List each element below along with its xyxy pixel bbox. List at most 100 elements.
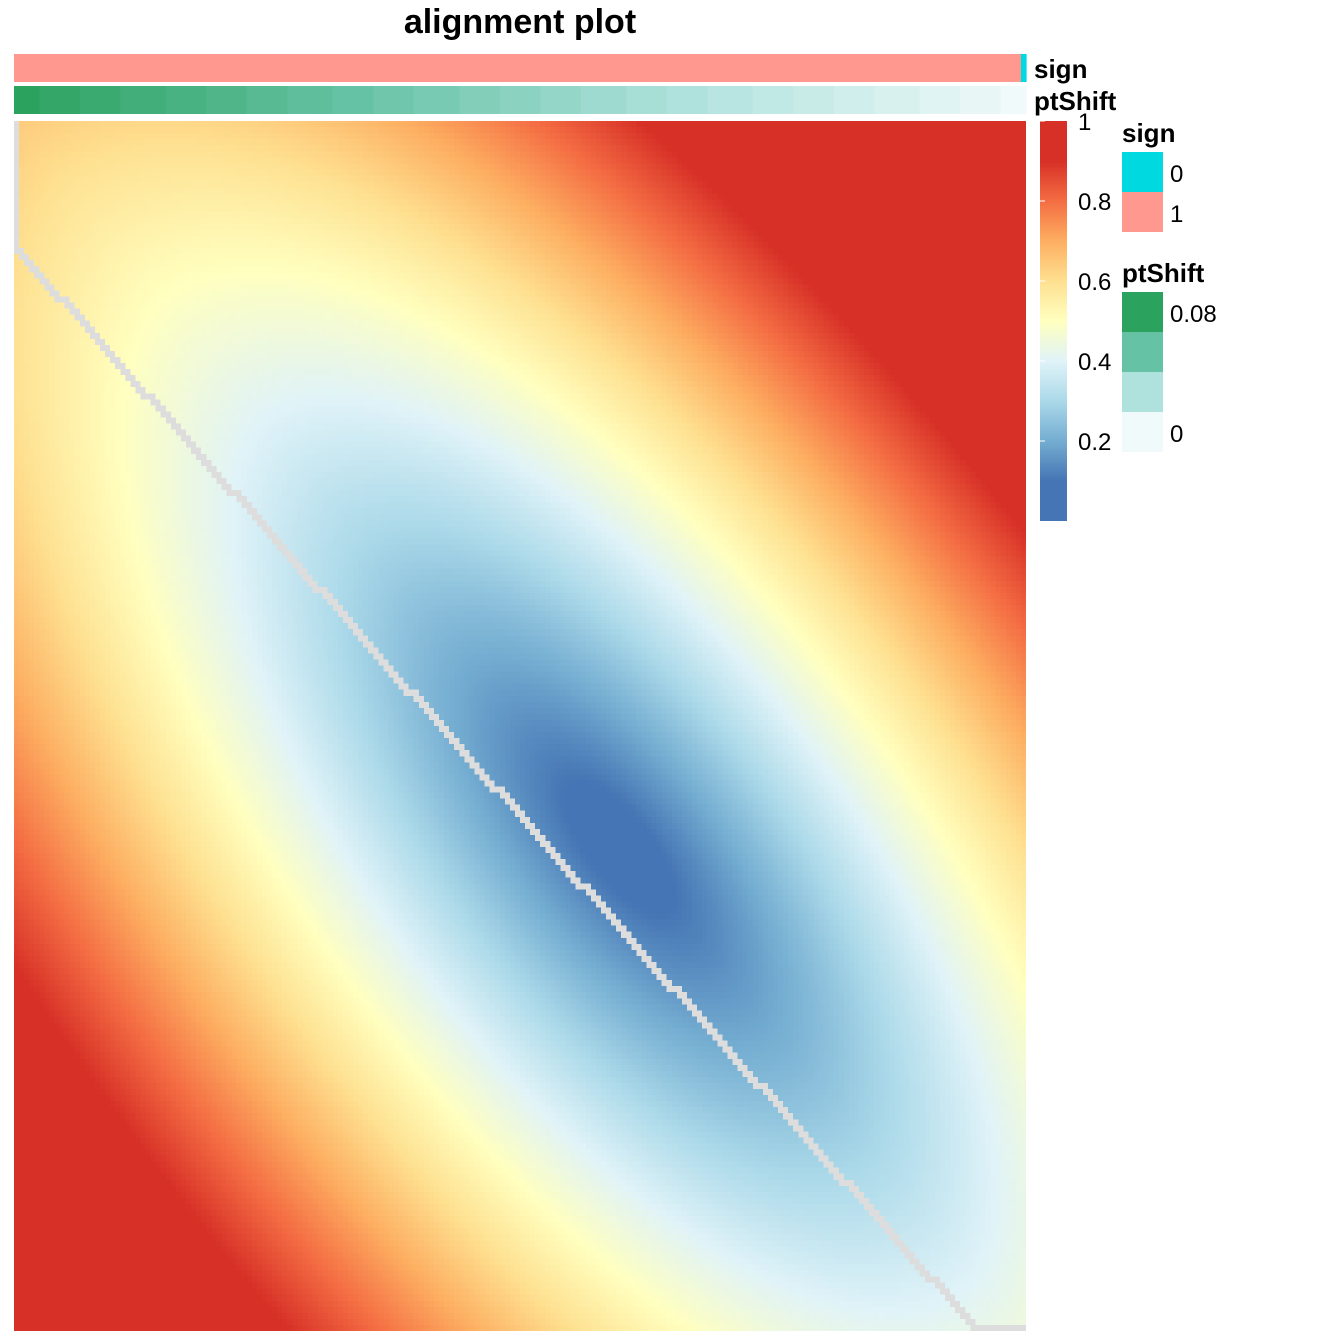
sign-annotation-cell xyxy=(889,54,896,82)
colorbar xyxy=(1040,121,1067,521)
sign-annotation-cell xyxy=(256,54,263,82)
ptshift-annotation-cell xyxy=(580,86,587,114)
ptshift-annotation-cell xyxy=(408,86,415,114)
ptshift-annotation-cell xyxy=(945,86,951,114)
sign-annotation-cell xyxy=(241,54,248,82)
ptshift-annotation-cell xyxy=(454,86,460,114)
sign-annotation-cell xyxy=(874,54,880,82)
ptshift-annotation-cell xyxy=(267,86,273,114)
ptshift-annotation-cell xyxy=(550,86,557,114)
sign-annotation-cell xyxy=(783,54,789,82)
sign-annotation-cell xyxy=(712,54,718,82)
sign-annotation-cell xyxy=(69,54,76,82)
sign-annotation-cell xyxy=(145,54,152,82)
sign-annotation-cell xyxy=(378,54,384,82)
sign-annotation-cell xyxy=(853,54,860,82)
ptshift-annotation-cell xyxy=(702,86,708,114)
sign-annotation-cell xyxy=(606,54,612,82)
ptshift-annotation-cell xyxy=(631,86,637,114)
sign-annotation-cell xyxy=(368,54,374,82)
sign-annotation-cell xyxy=(904,54,911,82)
ptshift-annotation-cell xyxy=(924,86,931,114)
sign-annotation-cell xyxy=(94,54,101,82)
sign-annotation-cell xyxy=(155,54,162,82)
ptshift-annotation-cell xyxy=(818,86,825,114)
ptshift-annotation-cell xyxy=(575,86,582,114)
sign-annotation-cell xyxy=(140,54,147,82)
ptshift-annotation-cell xyxy=(606,86,612,114)
sign-annotation-cell xyxy=(216,54,223,82)
ptshift-annotation-cell xyxy=(186,86,192,114)
ptshift-annotation-cell xyxy=(919,86,926,114)
ptshift-annotation-cell xyxy=(904,86,911,114)
ptshift-annotation-cell xyxy=(246,86,253,114)
ptshift-annotation-cell xyxy=(358,86,364,114)
sign-annotation-cell xyxy=(611,54,617,82)
sign-annotation-cell xyxy=(621,54,627,82)
ptshift-annotation-cell xyxy=(196,86,202,114)
sign-annotation-cell xyxy=(49,54,56,82)
ptshift-annotation-cell xyxy=(342,86,349,114)
ptshift-legend-label-max: 0.08 xyxy=(1170,301,1217,328)
sign-annotation-cell xyxy=(64,54,71,82)
ptshift-annotation-cell xyxy=(59,86,66,114)
sign-annotation-cell xyxy=(514,54,521,82)
ptshift-annotation-cell xyxy=(717,86,723,114)
sign-legend: sign 0 1 xyxy=(1122,118,1183,232)
sign-annotation-cell xyxy=(403,54,410,82)
sign-annotation-cell xyxy=(939,54,946,82)
sign-annotation-cell xyxy=(408,54,415,82)
ptshift-annotation-cell xyxy=(894,86,901,114)
ptshift-annotation-cell xyxy=(565,86,572,114)
ptshift-annotation-cell xyxy=(368,86,374,114)
sign-legend-label-0: 0 xyxy=(1170,161,1183,188)
sign-annotation-cell xyxy=(125,54,131,82)
ptshift-annotation-cell xyxy=(292,86,298,114)
sign-annotation-label: sign xyxy=(1034,54,1087,84)
sign-annotation-cell xyxy=(909,54,916,82)
ptshift-annotation-cell xyxy=(312,86,319,114)
sign-annotation-cell xyxy=(267,54,273,82)
sign-legend-title: sign xyxy=(1122,118,1175,148)
ptshift-annotation-cell xyxy=(742,86,749,114)
ptshift-annotation-cell xyxy=(145,86,152,114)
ptshift-annotation-cell xyxy=(433,86,440,114)
sign-annotation-cell xyxy=(757,54,764,82)
sign-annotation-cell xyxy=(302,54,309,82)
sign-legend-swatch-1 xyxy=(1122,192,1163,232)
sign-annotation-cell xyxy=(965,54,971,82)
ptshift-annotation-cell xyxy=(469,86,476,114)
ptshift-annotation-cell xyxy=(560,86,567,114)
sign-annotation-cell xyxy=(884,54,890,82)
ptshift-annotation-cell xyxy=(545,86,551,114)
ptshift-annotation-cell xyxy=(29,86,35,114)
sign-annotation-cell xyxy=(843,54,850,82)
ptshift-legend-title: ptShift xyxy=(1122,258,1205,288)
ptshift-annotation-cell xyxy=(879,86,885,114)
ptshift-annotation-cell xyxy=(459,86,465,114)
ptshift-annotation-cell xyxy=(595,86,602,114)
ptshift-annotation-cell xyxy=(616,86,622,114)
ptshift-annotation-cell xyxy=(600,86,607,114)
ptshift-annotation-cell xyxy=(864,86,870,114)
sign-annotation-cell xyxy=(929,54,936,82)
sign-annotation-cell xyxy=(433,54,440,82)
ptshift-annotation-cell xyxy=(236,86,243,114)
ptshift-annotation-cell xyxy=(449,86,455,114)
sign-annotation-cell xyxy=(646,54,653,82)
sign-annotation-cell xyxy=(413,54,420,82)
sign-annotation-cell xyxy=(676,54,683,82)
sign-annotation-cell xyxy=(332,54,339,82)
ptshift-annotation-cell xyxy=(798,86,804,114)
sign-annotation-cell xyxy=(813,54,820,82)
sign-annotation-cell xyxy=(428,54,435,82)
ptshift-annotation-cell xyxy=(676,86,683,114)
ptshift-annotation-cell xyxy=(347,86,354,114)
sign-annotation-cell xyxy=(955,54,961,82)
ptshift-annotation-cell xyxy=(337,86,344,114)
ptshift-annotation-cell xyxy=(479,86,486,114)
ptshift-annotation-cell xyxy=(767,86,774,114)
sign-annotation-cell xyxy=(388,54,395,82)
sign-annotation-bar xyxy=(14,54,1027,82)
